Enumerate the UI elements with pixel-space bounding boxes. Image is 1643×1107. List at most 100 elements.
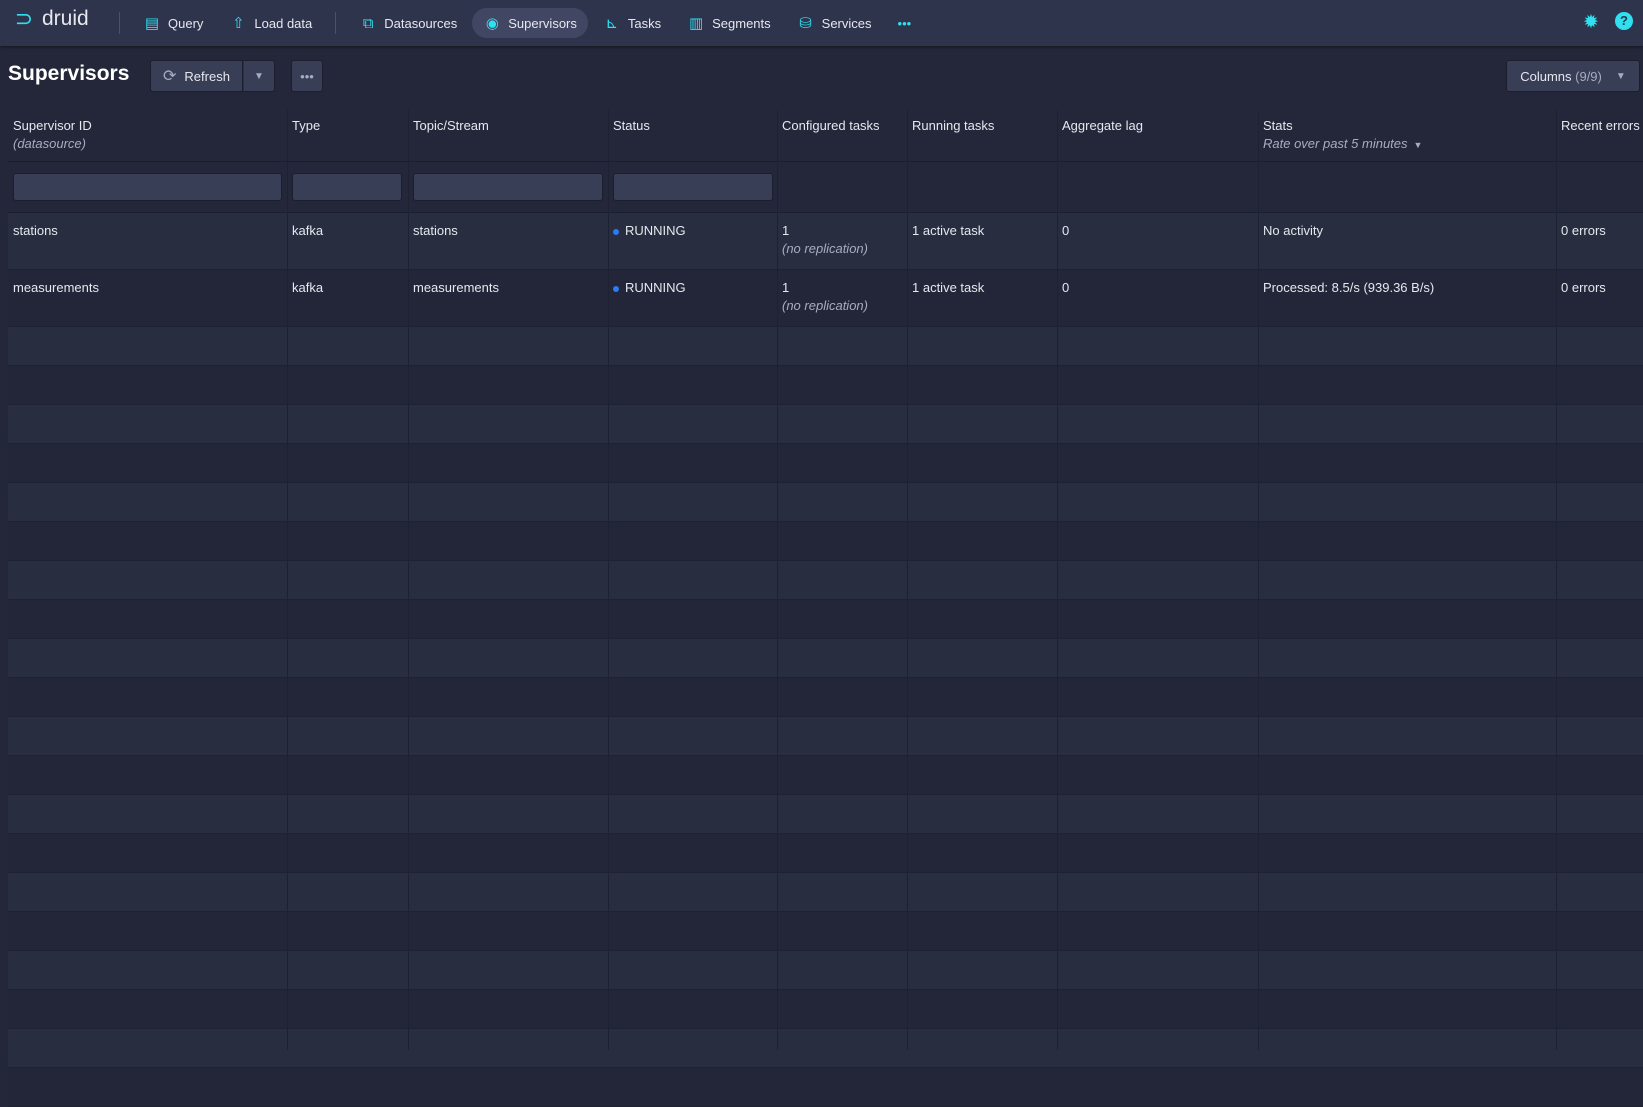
nav-label: Datasources [384, 15, 458, 31]
column-header[interactable]: Configured tasks [777, 110, 907, 141]
nav-query[interactable]: ▤ Query [132, 8, 214, 38]
top-nav: ⊃ druid ▤ Query ⇧ Load data ⧉ Datasources ◉ S… [0, 0, 1643, 46]
refresh-dropdown-button[interactable]: ▼ [242, 60, 275, 92]
column-divider [1258, 110, 1259, 1050]
cell-stats: No activity [1258, 215, 1328, 246]
empty-row [8, 327, 1643, 366]
upload-icon: ⇧ [232, 15, 245, 32]
nav-label: Segments [712, 15, 771, 31]
column-divider [608, 110, 609, 1050]
cell-status: RUNNING [608, 215, 691, 246]
errors-value: 0 errors [1561, 223, 1606, 238]
status-dot-icon [613, 285, 619, 292]
columns-button[interactable]: Columns (9/9) ▼ [1506, 60, 1640, 92]
logo-text: druid [42, 7, 89, 30]
empty-row [8, 717, 1643, 756]
empty-row [8, 1068, 1643, 1107]
empty-row [8, 366, 1643, 405]
cell-id: stations [8, 215, 63, 246]
column-header[interactable]: Type [287, 110, 408, 141]
configured-note: (no replication) [782, 298, 868, 313]
caret-down-icon[interactable]: ▼ [1413, 140, 1423, 150]
nav-supervisors[interactable]: ◉ Supervisors [472, 8, 588, 38]
header-label: Aggregate lag [1062, 118, 1143, 133]
table-header [8, 110, 1643, 162]
more-nav-button[interactable]: ••• [887, 8, 923, 38]
cell-stats: Processed: 8.5/s (939.36 B/s) [1258, 272, 1439, 303]
nav-segments[interactable]: ▥ Segments [676, 8, 782, 38]
empty-row [8, 873, 1643, 912]
nav-load-data[interactable]: ⇧ Load data [218, 8, 323, 38]
settings-gear-icon[interactable]: ✹ [1583, 12, 1599, 33]
nav-label: Services [821, 15, 872, 31]
nav-items: ▤ Query ⇧ Load data ⧉ Datasources ◉ Supervis… [132, 8, 922, 38]
column-header[interactable]: Aggregate lag [1057, 110, 1258, 141]
header-label: Status [613, 118, 650, 133]
nav-tasks[interactable]: ⊾ Tasks [592, 8, 672, 38]
nav-label: Query [168, 15, 204, 31]
column-header[interactable]: Supervisor ID (datasource) [8, 110, 287, 159]
empty-row [8, 600, 1643, 639]
nav-label: Supervisors [508, 15, 577, 31]
column-header[interactable]: Status [608, 110, 777, 141]
druid-logo[interactable]: ⊃ druid [12, 6, 89, 32]
cell-topic: measurements [408, 272, 504, 303]
status-dot-icon [613, 228, 619, 235]
more-icon: ••• [300, 68, 314, 84]
empty-row [8, 912, 1643, 951]
type-value: kafka [292, 223, 324, 238]
nav-label: Load data [254, 15, 313, 31]
cell-running: 1 active task [907, 272, 989, 303]
column-divider [408, 110, 409, 1050]
columns-label: Columns [1520, 68, 1572, 84]
cell-type: kafka [287, 215, 328, 246]
header-sublabel: Rate over past 5 minutes [1263, 136, 1408, 151]
errors-value: 0 errors [1561, 280, 1606, 295]
column-header[interactable]: Recent errors [1556, 110, 1643, 141]
running-value: 1 active task [912, 223, 985, 238]
empty-row [8, 405, 1643, 444]
supervisor-id-filter[interactable] [13, 173, 282, 201]
header-label: Topic/Stream [413, 118, 489, 133]
header-label: Stats [1263, 118, 1293, 133]
column-divider [777, 110, 778, 1050]
configured-note: (no replication) [782, 241, 868, 256]
header-label: Recent errors [1561, 118, 1640, 133]
refresh-button[interactable]: ⟳ Refresh [150, 60, 243, 92]
segments-icon: ▥ [689, 15, 704, 32]
column-header[interactable]: Running tasks [907, 110, 1057, 141]
topic-filter[interactable] [413, 173, 603, 201]
columns-count: (9/9) [1575, 68, 1602, 84]
column-header[interactable]: Topic/Stream [408, 110, 608, 141]
nav-label: Tasks [627, 15, 662, 31]
configured-value: 1 [782, 223, 790, 238]
cell-configured: 1 (no replication) [777, 215, 873, 264]
druid-logo-icon: ⊃ [14, 6, 34, 31]
more-icon: ••• [897, 15, 912, 31]
cell-lag: 0 [1057, 272, 1074, 303]
page-title: Supervisors [8, 62, 130, 85]
empty-row [8, 483, 1643, 522]
empty-row [8, 795, 1643, 834]
header-label: Supervisor ID [13, 118, 92, 133]
status-filter[interactable] [613, 173, 773, 201]
status-value: RUNNING [625, 280, 686, 295]
cell-type: kafka [287, 272, 328, 303]
help-icon[interactable]: ? [1615, 12, 1633, 30]
query-icon: ▤ [144, 15, 160, 32]
cell-errors: 0 errors [1556, 272, 1611, 303]
header-sublabel-row[interactable]: Rate over past 5 minutes ▼ [1263, 136, 1551, 151]
nav-datasources[interactable]: ⧉ Datasources [348, 8, 468, 38]
divider [119, 12, 120, 34]
nav-services[interactable]: ⛁ Services [786, 8, 883, 38]
cell-lag: 0 [1057, 215, 1074, 246]
empty-row [8, 444, 1643, 483]
type-filter[interactable] [292, 173, 402, 201]
cell-configured: 1 (no replication) [777, 272, 873, 321]
column-header[interactable]: Stats Rate over past 5 minutes ▼ [1258, 110, 1556, 159]
lag-value: 0 [1062, 280, 1070, 295]
topic-value: stations [413, 223, 458, 238]
more-actions-button[interactable]: ••• [291, 60, 323, 92]
datasources-icon: ⧉ [362, 14, 374, 32]
cell-topic: stations [408, 215, 463, 246]
